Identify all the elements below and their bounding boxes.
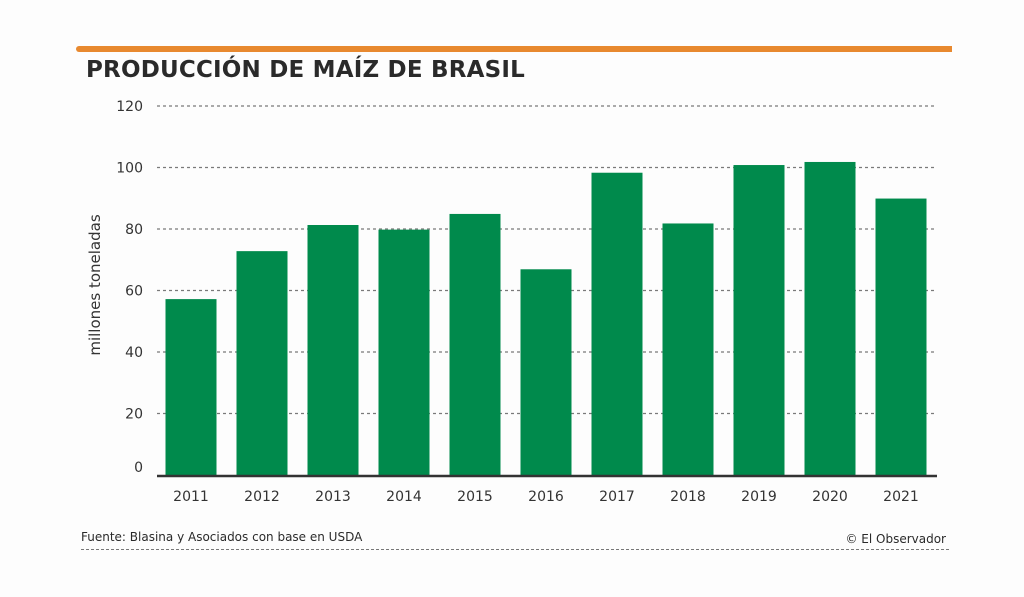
x-tick-label: 2011 [173,489,209,505]
y-tick-label: 80 [125,222,143,238]
bar-2019 [733,165,785,476]
bar-2015 [449,213,501,475]
x-tick-label: 2013 [315,489,351,505]
bar-2017 [591,172,643,476]
bar-2014 [378,229,430,475]
bar-2018 [662,223,714,475]
x-tick-label: 2012 [244,489,280,505]
x-tick-label: 2015 [457,489,493,505]
y-tick-label: 60 [125,284,143,300]
bar-2011 [165,299,217,475]
y-tick-label: 40 [125,345,143,361]
x-tick-label: 2019 [741,489,777,505]
y-axis-ticks: 0 20 40 60 80 100 120 [116,99,143,476]
bar-2013 [307,225,359,475]
y-tick-label: 100 [116,161,143,177]
y-tick-label: 0 [134,460,143,476]
bars [165,161,927,476]
y-tick-label: 20 [125,407,143,423]
bar-2021 [875,198,927,475]
x-tick-label: 2016 [528,489,564,505]
x-tick-label: 2017 [599,489,635,505]
x-axis-ticks: 2011 2012 2013 2014 2015 2016 2017 2018 2019 2020… [173,489,919,505]
bar-2020 [804,161,856,475]
bar-2016 [520,269,572,475]
footer-divider [81,549,949,550]
chart-title: PRODUCCIÓN DE MAÍZ DE BRASIL [86,57,525,83]
bar-2012 [236,251,288,475]
credit-note: © El Observador [845,532,946,546]
x-tick-label: 2020 [812,489,848,505]
x-tick-label: 2018 [670,489,706,505]
x-tick-label: 2021 [883,489,919,505]
y-tick-label: 120 [116,99,143,115]
y-axis-label: millones toneladas [86,214,104,355]
x-tick-label: 2014 [386,489,422,505]
accent-bar [76,46,952,52]
source-note: Fuente: Blasina y Asociados con base en … [81,530,363,544]
